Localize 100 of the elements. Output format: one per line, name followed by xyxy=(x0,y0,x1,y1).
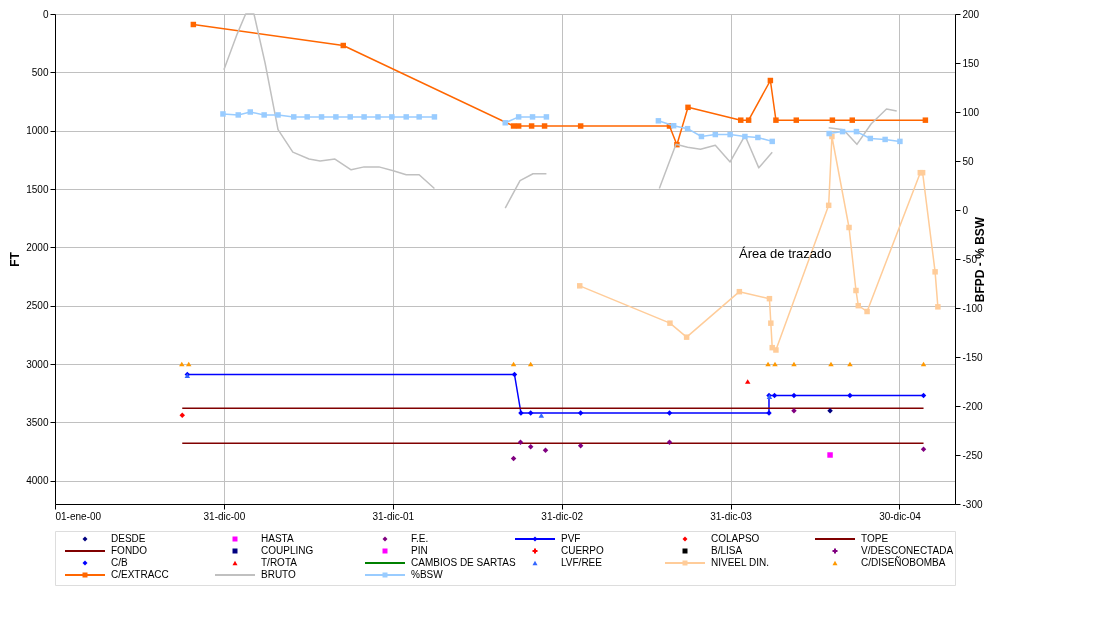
point xyxy=(275,112,281,118)
y-tick-label: 500 xyxy=(31,66,49,78)
y2-tick-label: 0 xyxy=(962,204,969,216)
point xyxy=(755,134,761,141)
legend-label: NIVEEL DIN. xyxy=(711,557,769,568)
point xyxy=(577,442,584,449)
point xyxy=(416,114,422,120)
legend-label: DESDE xyxy=(111,533,146,544)
point xyxy=(935,304,941,310)
legend-label: CAMBIOS DE SARTAS xyxy=(411,557,516,568)
point xyxy=(666,410,673,416)
point xyxy=(347,114,353,120)
legend-label: HASTA xyxy=(261,533,294,544)
annotation: Área de trazado xyxy=(739,246,832,262)
y2-tick-label: -250 xyxy=(962,449,983,461)
y-tick-label: 4000 xyxy=(26,475,49,487)
point xyxy=(304,114,310,120)
point xyxy=(829,117,836,123)
x-tick-label: 31-dic-01 xyxy=(372,510,415,522)
y-tick-label: 2000 xyxy=(26,241,49,253)
point xyxy=(791,392,797,399)
y-tick-label: 3000 xyxy=(26,358,49,370)
point xyxy=(318,114,325,120)
point xyxy=(882,136,888,143)
y2-tick-label: 100 xyxy=(962,106,980,118)
point xyxy=(577,123,584,129)
legend-label: C/DISEÑOBOMBA xyxy=(861,556,946,568)
point xyxy=(849,117,856,123)
point xyxy=(528,123,535,129)
legend-label: BRUTO xyxy=(261,569,297,580)
y2-tick-label: -300 xyxy=(962,498,983,510)
point xyxy=(333,114,339,120)
point xyxy=(791,407,797,414)
y2-tick-label: -200 xyxy=(962,400,983,412)
point xyxy=(577,410,584,416)
point xyxy=(510,361,517,367)
legend-label: PVF xyxy=(561,533,581,544)
point xyxy=(864,308,870,315)
legend-label: COLAPSO xyxy=(711,533,760,544)
point xyxy=(220,111,226,117)
y-tick-label: 1500 xyxy=(26,183,49,195)
y2-tick-label: -100 xyxy=(962,302,983,314)
point xyxy=(179,412,185,419)
point xyxy=(655,118,662,124)
point xyxy=(543,114,550,120)
y-tick-label: 1000 xyxy=(26,125,49,137)
point xyxy=(920,361,927,367)
point xyxy=(502,120,508,126)
x-tick-label: 31-dic-03 xyxy=(710,510,753,522)
point xyxy=(773,347,779,353)
point xyxy=(431,114,438,120)
point xyxy=(897,138,903,145)
point xyxy=(527,410,534,416)
point xyxy=(235,112,241,118)
point xyxy=(773,117,779,123)
point xyxy=(538,412,545,418)
point xyxy=(744,379,751,384)
point xyxy=(745,117,752,123)
point xyxy=(727,131,733,138)
point xyxy=(515,114,522,120)
legend-label: B/LISA xyxy=(711,545,743,556)
point xyxy=(932,269,938,275)
point xyxy=(247,109,254,115)
point xyxy=(738,117,744,123)
y2-tick-label: 200 xyxy=(962,8,980,20)
legend-label: T/ROTA xyxy=(261,557,298,568)
legend-label: CUERPO xyxy=(561,545,604,556)
legend-label: V/DESCONECTADA xyxy=(861,545,954,556)
y-tick-label: 0 xyxy=(42,8,49,20)
y-axis-title: FT xyxy=(8,251,23,267)
point xyxy=(769,138,775,145)
point xyxy=(847,392,853,399)
point xyxy=(772,361,778,367)
point xyxy=(920,446,927,452)
point xyxy=(541,123,548,129)
x-tick-label: 01-ene-00 xyxy=(55,510,102,522)
y2-tick-label: -150 xyxy=(962,351,983,363)
y2-tick-label: 150 xyxy=(962,57,980,69)
point xyxy=(403,114,409,120)
point xyxy=(576,283,583,289)
point xyxy=(517,439,524,445)
x-tick-label: 30-dic-04 xyxy=(879,510,922,522)
y-tick-label: 2500 xyxy=(26,300,49,312)
point xyxy=(827,407,833,414)
legend-label: TOPE xyxy=(861,533,889,544)
point xyxy=(846,224,852,231)
point xyxy=(667,320,673,326)
point xyxy=(666,439,673,445)
point xyxy=(793,117,800,123)
point xyxy=(261,112,267,118)
x-tick-label: 31-dic-00 xyxy=(203,510,246,522)
x-tick-label: 31-dic-02 xyxy=(541,510,584,522)
point xyxy=(389,114,395,120)
point xyxy=(683,334,690,340)
point xyxy=(853,287,859,294)
y-tick-label: 3500 xyxy=(26,416,49,428)
point xyxy=(361,114,367,120)
point xyxy=(827,452,833,458)
legend-label: LVF/REE xyxy=(561,557,603,568)
point xyxy=(529,114,536,120)
